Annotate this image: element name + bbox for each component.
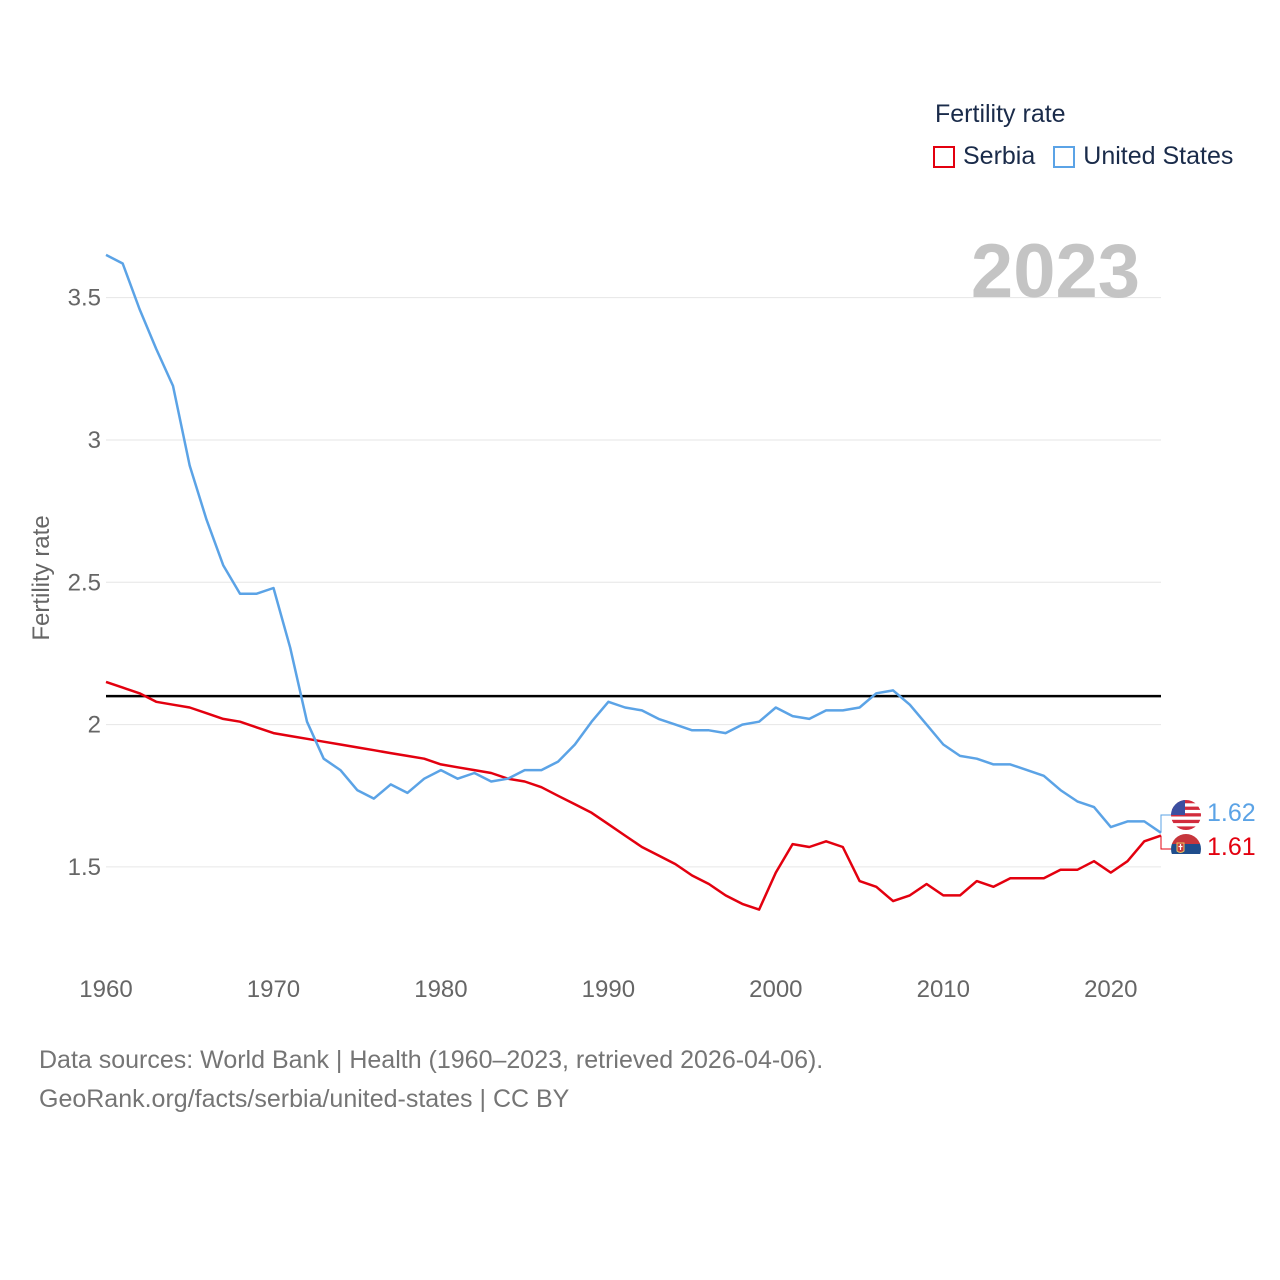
footer-sources: Data sources: World Bank | Health (1960–… bbox=[39, 1046, 824, 1074]
end-label-serbia: 1.61 bbox=[1207, 833, 1256, 861]
legend-item-serbia[interactable]: Serbia bbox=[933, 142, 1035, 171]
series-line-united-states bbox=[105, 253, 1162, 834]
legend-title: Fertility rate bbox=[935, 100, 1066, 128]
connector-united-states bbox=[1160, 814, 1171, 833]
connector-serbia bbox=[1160, 835, 1171, 850]
x-tick-label: 1980 bbox=[414, 976, 467, 1003]
y-axis-ticks: 1.5 2 2.5 3 3.5 bbox=[68, 285, 101, 881]
legend-label-serbia: Serbia bbox=[963, 142, 1036, 170]
serbia-flag-icon bbox=[1171, 834, 1201, 864]
x-axis-ticks: 1960 1970 1980 1990 2000 2010 2020 bbox=[79, 976, 1137, 1003]
series-lines bbox=[105, 253, 1162, 911]
y-axis-label: Fertility rate bbox=[28, 515, 55, 641]
grid-lines bbox=[106, 297, 1161, 868]
end-label-united-states: 1.62 bbox=[1207, 799, 1256, 827]
y-tick-label: 3 bbox=[88, 427, 101, 454]
us-flag-icon bbox=[1171, 800, 1201, 830]
end-label-connectors bbox=[1160, 814, 1171, 850]
legend-swatch-serbia bbox=[933, 145, 955, 168]
y-tick-label: 2 bbox=[88, 712, 101, 739]
x-tick-label: 1970 bbox=[247, 976, 300, 1003]
x-tick-label: 2020 bbox=[1084, 976, 1137, 1003]
x-tick-label: 2000 bbox=[749, 976, 802, 1003]
legend-swatch-united-states bbox=[1053, 145, 1076, 168]
legend: Serbia United States bbox=[933, 142, 1251, 171]
year-overlay: 2023 bbox=[970, 229, 1140, 314]
y-tick-label: 1.5 bbox=[68, 854, 101, 881]
legend-item-united-states[interactable]: United States bbox=[1053, 142, 1233, 171]
x-tick-label: 1960 bbox=[79, 976, 132, 1003]
series-line-serbia bbox=[105, 680, 1162, 911]
y-tick-label: 3.5 bbox=[68, 285, 101, 312]
x-tick-label: 1990 bbox=[582, 976, 635, 1003]
x-tick-label: 2010 bbox=[917, 976, 970, 1003]
footer-attribution[interactable]: GeoRank.org/facts/serbia/united-states |… bbox=[39, 1085, 570, 1113]
y-tick-label: 2.5 bbox=[68, 569, 101, 596]
legend-label-united-states: United States bbox=[1083, 142, 1234, 170]
